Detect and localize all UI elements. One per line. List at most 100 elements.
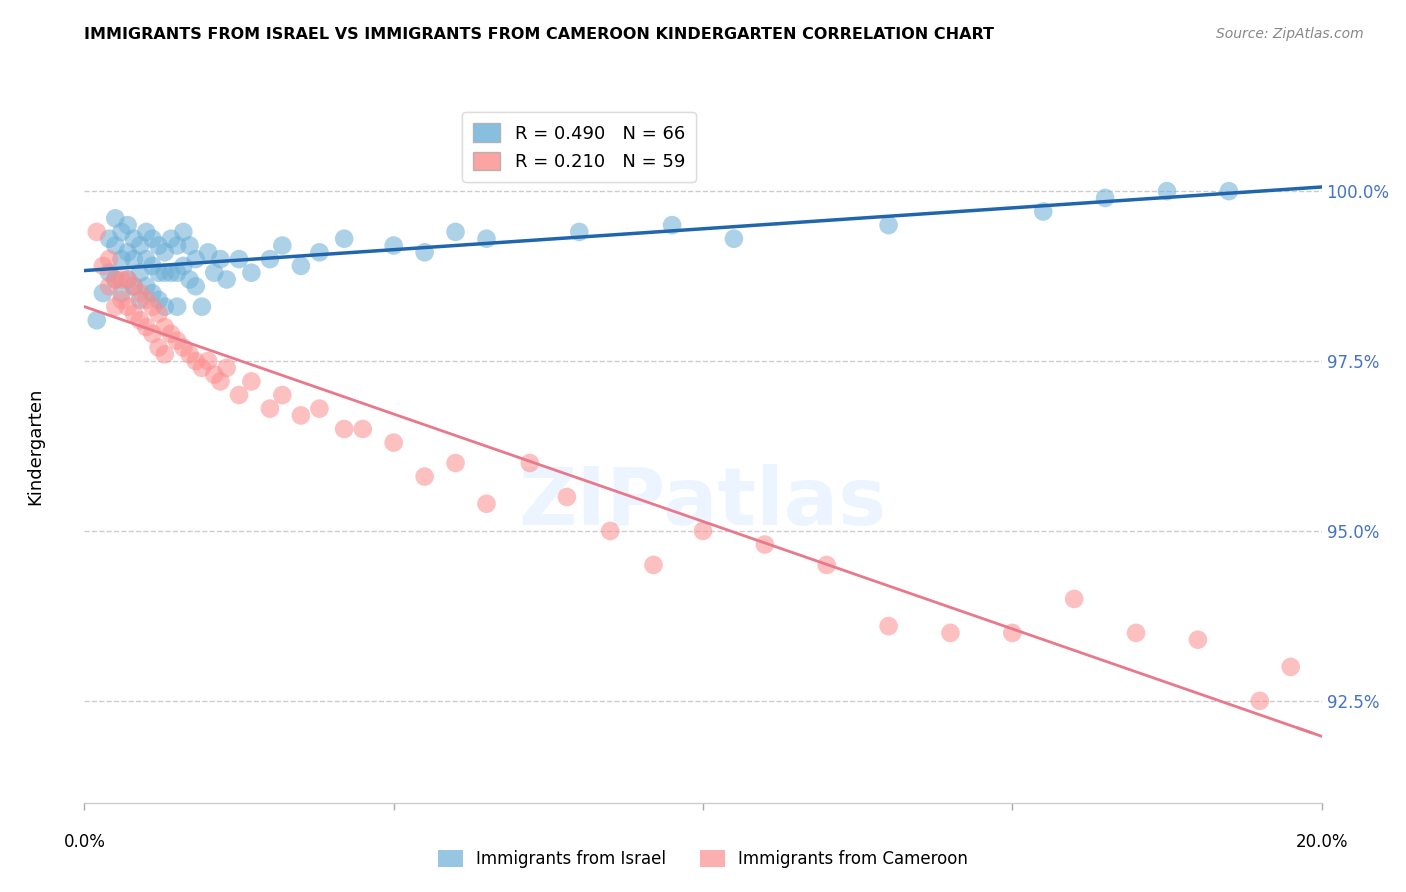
Point: [122, 279, 145, 293]
Point: [172, 225, 194, 239]
Point: [166, 266, 188, 280]
Point: [555, 490, 578, 504]
Point: [135, 279, 157, 293]
Point: [98, 232, 121, 246]
Point: [240, 375, 263, 389]
Point: [1187, 632, 1209, 647]
Point: [148, 266, 170, 280]
Text: 0.0%: 0.0%: [63, 833, 105, 851]
Legend: Immigrants from Israel, Immigrants from Cameroon: Immigrants from Israel, Immigrants from …: [432, 843, 974, 875]
Point: [129, 266, 152, 280]
Point: [939, 626, 962, 640]
Point: [110, 225, 132, 239]
Point: [86, 225, 108, 239]
Point: [1032, 204, 1054, 219]
Point: [382, 238, 405, 252]
Text: 20.0%: 20.0%: [1295, 833, 1348, 851]
Point: [122, 279, 145, 293]
Point: [1094, 191, 1116, 205]
Point: [122, 232, 145, 246]
Point: [290, 409, 312, 423]
Point: [172, 259, 194, 273]
Point: [135, 225, 157, 239]
Point: [110, 293, 132, 307]
Point: [104, 211, 127, 226]
Point: [333, 232, 356, 246]
Point: [197, 245, 219, 260]
Point: [153, 320, 176, 334]
Point: [135, 320, 157, 334]
Point: [91, 286, 114, 301]
Point: [290, 259, 312, 273]
Text: IMMIGRANTS FROM ISRAEL VS IMMIGRANTS FROM CAMEROON KINDERGARTEN CORRELATION CHAR: IMMIGRANTS FROM ISRAEL VS IMMIGRANTS FRO…: [84, 27, 994, 42]
Point: [166, 238, 188, 252]
Point: [153, 266, 176, 280]
Point: [259, 401, 281, 416]
Point: [191, 360, 214, 375]
Point: [352, 422, 374, 436]
Point: [815, 558, 838, 572]
Point: [104, 272, 127, 286]
Point: [643, 558, 665, 572]
Point: [135, 252, 157, 266]
Point: [129, 238, 152, 252]
Point: [141, 286, 163, 301]
Point: [661, 218, 683, 232]
Point: [240, 266, 263, 280]
Point: [723, 232, 745, 246]
Point: [754, 537, 776, 551]
Legend: R = 0.490   N = 66, R = 0.210   N = 59: R = 0.490 N = 66, R = 0.210 N = 59: [463, 112, 696, 182]
Point: [129, 286, 152, 301]
Point: [153, 245, 176, 260]
Point: [271, 388, 294, 402]
Point: [568, 225, 591, 239]
Point: [215, 360, 238, 375]
Point: [148, 293, 170, 307]
Point: [179, 272, 201, 286]
Point: [172, 341, 194, 355]
Point: [1249, 694, 1271, 708]
Point: [184, 279, 207, 293]
Point: [141, 300, 163, 314]
Point: [98, 252, 121, 266]
Point: [117, 245, 139, 260]
Point: [179, 238, 201, 252]
Point: [519, 456, 541, 470]
Point: [117, 272, 139, 286]
Text: Kindergarten: Kindergarten: [27, 387, 44, 505]
Point: [141, 232, 163, 246]
Point: [153, 300, 176, 314]
Point: [160, 326, 183, 341]
Point: [444, 225, 467, 239]
Point: [271, 238, 294, 252]
Point: [104, 272, 127, 286]
Point: [202, 368, 225, 382]
Point: [110, 252, 132, 266]
Point: [259, 252, 281, 266]
Point: [475, 232, 498, 246]
Point: [166, 334, 188, 348]
Point: [184, 354, 207, 368]
Point: [141, 259, 163, 273]
Point: [308, 401, 330, 416]
Point: [104, 238, 127, 252]
Point: [117, 300, 139, 314]
Point: [413, 469, 436, 483]
Point: [1063, 591, 1085, 606]
Point: [148, 238, 170, 252]
Point: [166, 300, 188, 314]
Point: [333, 422, 356, 436]
Point: [1218, 184, 1240, 198]
Point: [98, 266, 121, 280]
Point: [86, 313, 108, 327]
Point: [148, 341, 170, 355]
Point: [160, 266, 183, 280]
Point: [692, 524, 714, 538]
Point: [148, 306, 170, 320]
Point: [599, 524, 621, 538]
Point: [475, 497, 498, 511]
Point: [197, 354, 219, 368]
Point: [122, 252, 145, 266]
Point: [228, 388, 250, 402]
Point: [135, 293, 157, 307]
